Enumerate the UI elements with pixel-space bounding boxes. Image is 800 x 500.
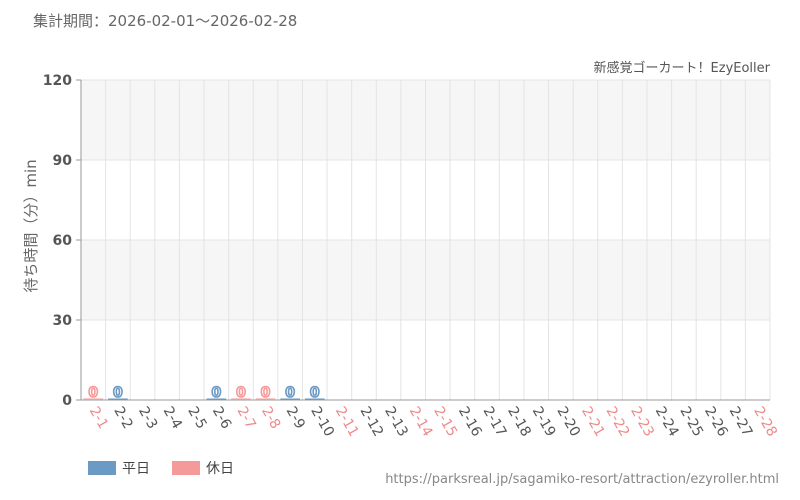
x-tick-label: 2-19 bbox=[529, 404, 559, 440]
x-tick-label: 2-28 bbox=[750, 404, 780, 440]
x-tick-label: 2-2 bbox=[110, 404, 135, 432]
x-tick-label: 2-22 bbox=[603, 404, 633, 440]
bar-2-7 bbox=[231, 398, 251, 400]
y-tick-label: 60 bbox=[53, 233, 73, 249]
bar-2-10 bbox=[304, 398, 325, 400]
x-tick-label: 2-16 bbox=[455, 404, 485, 440]
x-tick-label: 2-14 bbox=[406, 404, 436, 440]
x-tick-label: 2-11 bbox=[332, 404, 362, 440]
legend-holiday-swatch bbox=[172, 461, 200, 475]
x-tick-label: 2-18 bbox=[504, 404, 534, 440]
x-tick-label: 2-6 bbox=[209, 404, 234, 432]
x-tick-label: 2-13 bbox=[381, 404, 411, 440]
x-tick-label: 2-3 bbox=[135, 404, 160, 432]
data-label-2-2: 0 bbox=[113, 385, 123, 401]
data-label-2-10: 0 bbox=[310, 385, 320, 401]
y-tick-label: 90 bbox=[53, 153, 73, 169]
x-tick-label: 2-15 bbox=[430, 404, 460, 440]
x-tick-label: 2-12 bbox=[357, 404, 387, 440]
x-tick-label: 2-7 bbox=[233, 404, 258, 432]
y-axis-label: 待ち時間（分）min bbox=[22, 159, 40, 292]
x-tick-label: 2-4 bbox=[160, 404, 185, 432]
data-label-2-1: 0 bbox=[88, 385, 98, 401]
data-label-2-8: 0 bbox=[261, 385, 271, 401]
legend-holiday: 休日 bbox=[172, 458, 234, 478]
legend-holiday-label: 休日 bbox=[206, 461, 234, 477]
bar-2-9 bbox=[280, 398, 301, 400]
bar-2-8 bbox=[255, 398, 276, 400]
data-label-2-9: 0 bbox=[285, 385, 295, 401]
bar-2-6 bbox=[206, 398, 227, 400]
x-tick-label: 2-5 bbox=[184, 404, 209, 432]
x-tick-label: 2-27 bbox=[726, 404, 756, 440]
data-label-2-7: 0 bbox=[236, 385, 246, 401]
bar-2-1 bbox=[83, 398, 104, 400]
source-url[interactable]: https://parksreal.jp/sagamiko-resort/att… bbox=[385, 472, 779, 487]
x-tick-label: 2-10 bbox=[307, 404, 337, 440]
x-tick-label: 2-26 bbox=[701, 404, 731, 440]
x-tick-label: 2-25 bbox=[676, 404, 706, 440]
legend-weekday-label: 平日 bbox=[122, 461, 150, 477]
bar-2-2 bbox=[108, 398, 128, 400]
data-label-2-6: 0 bbox=[211, 385, 221, 401]
y-tick-label: 120 bbox=[43, 73, 72, 89]
x-tick-label: 2-24 bbox=[652, 404, 682, 440]
x-tick-label: 2-20 bbox=[553, 404, 583, 440]
x-tick-label: 2-8 bbox=[258, 404, 283, 432]
x-tick-label: 2-17 bbox=[480, 404, 510, 440]
aggregation-period: 集計期間：2026-02-01～2026-02-28 bbox=[33, 12, 298, 30]
legend: 平日 休日 bbox=[88, 458, 256, 478]
legend-weekday-swatch bbox=[88, 461, 116, 475]
x-tick-label: 2-9 bbox=[283, 404, 308, 432]
y-tick-label: 0 bbox=[62, 393, 72, 409]
x-tick-label: 2-1 bbox=[86, 404, 111, 432]
y-tick-label: 30 bbox=[53, 313, 73, 329]
attraction-name: 新感覚ゴーカート！EzyEoller bbox=[593, 61, 770, 76]
x-tick-label: 2-21 bbox=[578, 404, 608, 440]
legend-weekday: 平日 bbox=[88, 458, 150, 478]
x-tick-label: 2-23 bbox=[627, 404, 657, 440]
